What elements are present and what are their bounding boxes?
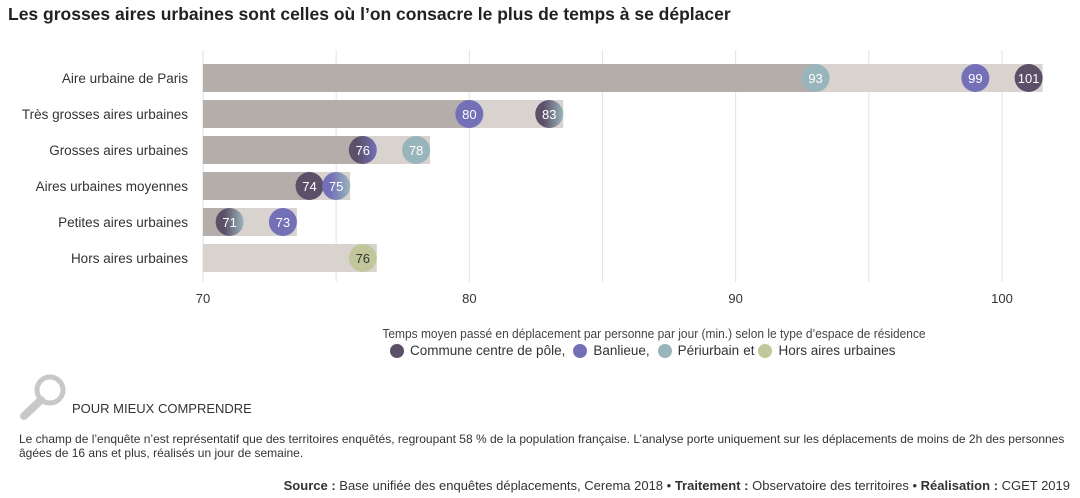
legend-swatch-hors xyxy=(758,343,773,358)
legend-label: Périurbain xyxy=(677,343,740,358)
data-point xyxy=(322,172,351,200)
legend-label: Banlieue, xyxy=(593,343,650,358)
category-label: Petites aires urbaines xyxy=(58,215,188,230)
source-value: Base unifiée des enquêtes déplacements, … xyxy=(335,478,675,493)
data-point xyxy=(268,208,297,236)
data-point xyxy=(535,100,564,128)
legend-label: Commune centre de pôle, xyxy=(410,343,566,358)
data-point xyxy=(348,244,377,272)
data-point xyxy=(961,64,990,92)
legend-swatch-banlieue xyxy=(573,343,588,358)
data-label: 80 xyxy=(462,107,476,122)
data-point xyxy=(801,64,830,92)
data-point xyxy=(1014,64,1043,92)
magnifier-icon xyxy=(20,374,66,420)
x-tick-label: 100 xyxy=(991,291,1013,306)
x-axis-label: Temps moyen passé en déplacement par per… xyxy=(382,326,926,341)
realisation-value: CGET 2019 xyxy=(997,478,1070,493)
data-label: 71 xyxy=(222,215,236,230)
data-label: 93 xyxy=(808,71,822,86)
data-label: 83 xyxy=(542,107,556,122)
legend-swatch-periurbain xyxy=(657,343,672,358)
note-text: Le champ de l’enquête n’est représentati… xyxy=(19,432,1065,460)
category-label: Aires urbaines moyennes xyxy=(36,179,189,194)
x-tick-label: 90 xyxy=(728,291,742,306)
data-label: 74 xyxy=(302,179,316,194)
data-label: 73 xyxy=(276,215,290,230)
legend-label: Hors aires urbaines xyxy=(778,343,896,358)
base-bar xyxy=(203,100,470,128)
category-label: Hors aires urbaines xyxy=(71,251,188,266)
data-label: 99 xyxy=(968,71,982,86)
source-key: Source : xyxy=(283,478,336,493)
legend-swatch-centre xyxy=(390,343,404,358)
realisation-key: Réalisation : xyxy=(920,478,998,493)
base-bar xyxy=(203,136,363,164)
legend-label: et xyxy=(743,343,755,358)
section-heading: POUR MIEUX COMPRENDRE xyxy=(72,401,252,416)
data-point xyxy=(402,136,431,164)
source-line: Source : Base unifiée des enquêtes dépla… xyxy=(284,478,1070,493)
range-bar xyxy=(203,244,377,272)
chart-title: Les grosses aires urbaines sont celles o… xyxy=(8,4,731,24)
base-bar xyxy=(203,64,816,92)
category-label: Aire urbaine de Paris xyxy=(62,71,188,86)
x-tick-label: 80 xyxy=(462,291,476,306)
x-tick-label: 70 xyxy=(196,291,210,306)
data-label: 75 xyxy=(329,179,343,194)
category-label: Très grosses aires urbaines xyxy=(22,107,188,122)
legend: Commune centre de pôle, Banlieue, Périur… xyxy=(390,343,896,358)
category-label: Grosses aires urbaines xyxy=(49,143,188,158)
base-bar xyxy=(203,172,310,200)
treatment-key: Traitement : xyxy=(674,478,749,493)
data-point xyxy=(295,172,324,200)
treatment-value: Observatoire des territoires • xyxy=(748,478,921,493)
data-label: 76 xyxy=(356,143,370,158)
data-label: 101 xyxy=(1018,71,1040,86)
data-point xyxy=(215,208,244,236)
data-label: 78 xyxy=(409,143,423,158)
data-label: 76 xyxy=(356,251,370,266)
chart: 70 80 90 100 Aire urbaine de Paris 93 99 101 Trè… xyxy=(22,50,1043,306)
data-point xyxy=(455,100,484,128)
data-point xyxy=(348,136,377,164)
